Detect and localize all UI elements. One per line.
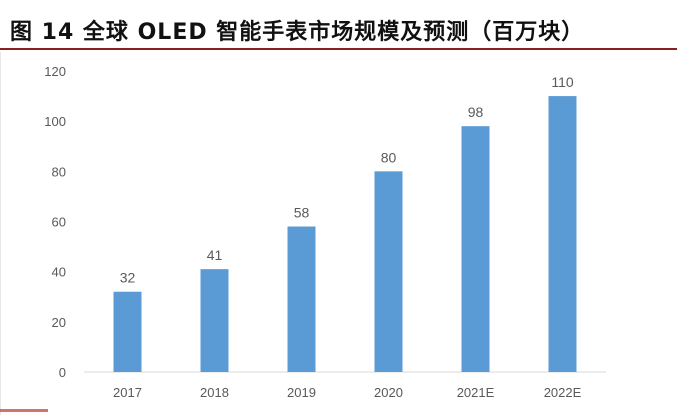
- bar: [461, 126, 490, 372]
- y-tick-label: 20: [52, 315, 66, 330]
- y-tick-label: 120: [44, 64, 66, 79]
- data-label: 58: [294, 205, 310, 221]
- figure-title: 图 14 全球 OLED 智能手表市场规模及预测（百万块）: [10, 20, 585, 45]
- bar: [374, 171, 403, 372]
- y-tick-label: 80: [52, 164, 66, 179]
- y-tick-label: 40: [52, 265, 66, 280]
- y-tick-label: 60: [52, 215, 66, 230]
- bar: [113, 291, 142, 372]
- x-tick-label: 2017: [113, 385, 142, 400]
- bar-chart: 0 20 40 60 80 100 120 32 2017 41 2018 58 2019 80 2020 9…: [44, 64, 606, 400]
- data-label: 32: [120, 270, 136, 286]
- data-label: 80: [381, 149, 397, 165]
- y-tick-label: 100: [44, 114, 66, 129]
- x-tick-label: 2020: [374, 385, 403, 400]
- bar: [548, 96, 577, 373]
- x-tick-label: 2022E: [544, 385, 582, 400]
- data-label: 98: [468, 104, 484, 120]
- data-label: 41: [207, 247, 223, 263]
- x-tick-label: 2021E: [457, 385, 495, 400]
- bar: [287, 226, 316, 372]
- chart-area: 0 20 40 60 80 100 120 32 2017 41 2018 58 2019 80 2020 9…: [0, 52, 677, 415]
- data-label: 110: [551, 74, 574, 90]
- bar: [200, 269, 229, 372]
- x-tick-label: 2018: [200, 385, 229, 400]
- title-divider: [0, 48, 677, 50]
- page-accent-mark: [0, 409, 48, 412]
- y-tick-label: 0: [59, 365, 66, 380]
- x-tick-label: 2019: [287, 385, 316, 400]
